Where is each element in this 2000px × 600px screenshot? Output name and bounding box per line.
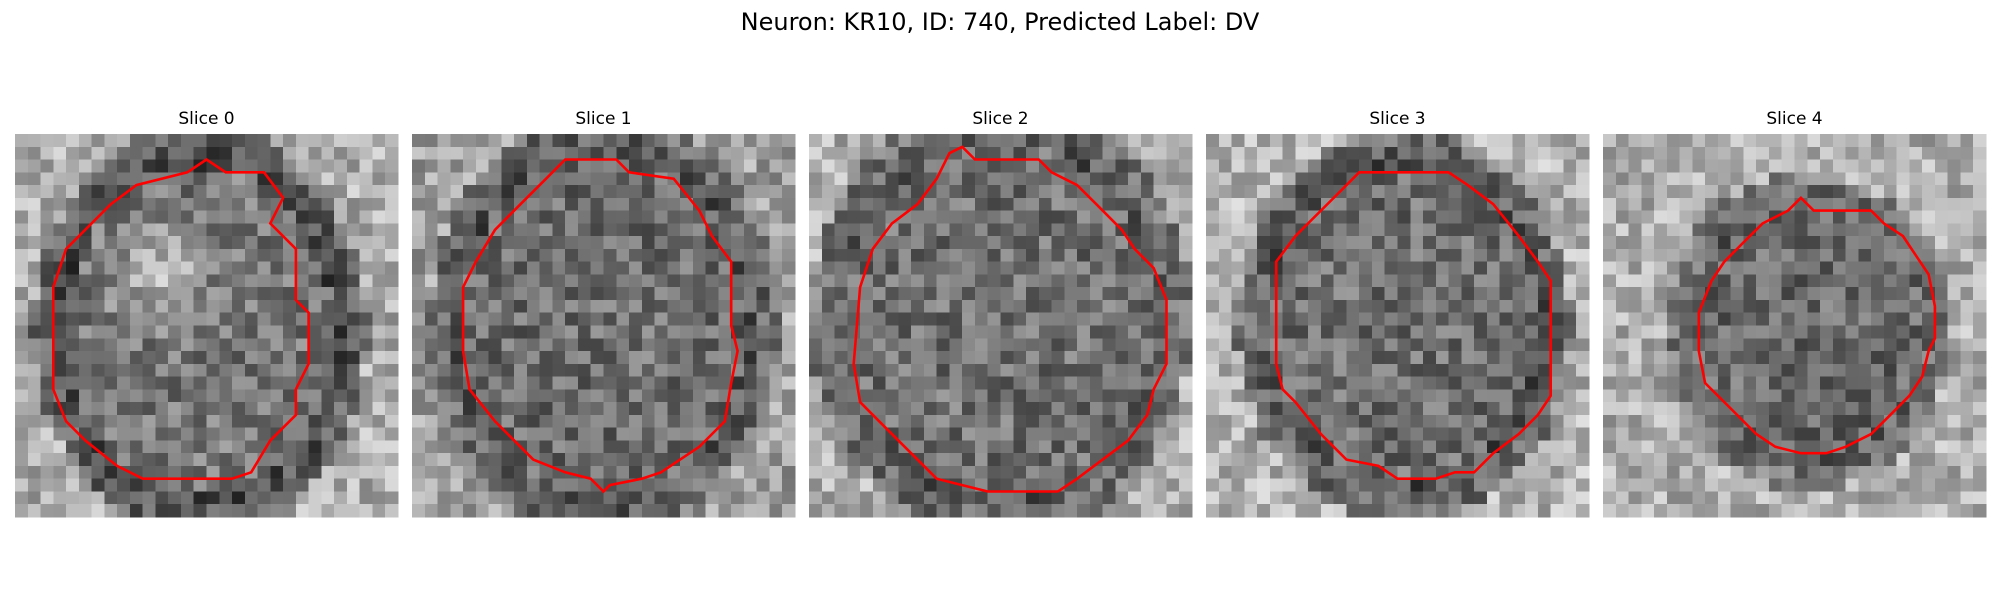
slice-panel-1: Slice 1: [412, 108, 796, 518]
pixel-grid: [15, 134, 399, 518]
slice-title-2: Slice 2: [972, 109, 1029, 129]
slice-image-0: [15, 134, 399, 518]
slice-image-4: [1603, 134, 1987, 518]
slice-panel-0: Slice 0: [15, 108, 399, 518]
slice-title-0: Slice 0: [178, 109, 235, 129]
slice-title-4: Slice 4: [1766, 109, 1823, 129]
cell-contour: [461, 158, 739, 494]
slice-title-1: Slice 1: [575, 109, 632, 129]
pixel-grid: [1206, 134, 1590, 518]
cell-contour: [1274, 170, 1553, 481]
slice-title-3: Slice 3: [1369, 109, 1426, 129]
figure-title: Neuron: KR10, ID: 740, Predicted Label: …: [740, 8, 1260, 36]
slice-panel-3: Slice 3: [1206, 108, 1590, 518]
slice-image-2: [809, 134, 1193, 518]
pixel-grid: [809, 134, 1193, 518]
slice-panel-2: Slice 2: [809, 108, 1193, 518]
pixel-grid: [1603, 134, 1987, 518]
cell-contour: [1697, 195, 1937, 455]
slice-image-1: [412, 134, 796, 518]
slice-image-3: [1206, 134, 1590, 518]
cell-contour: [51, 157, 310, 481]
cell-contour: [852, 145, 1168, 493]
pixel-grid: [412, 134, 796, 518]
slice-panel-4: Slice 4: [1603, 108, 1987, 518]
